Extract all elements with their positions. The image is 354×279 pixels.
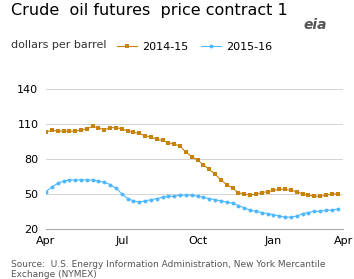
2015-16 <box>143 199 147 203</box>
Text: Crude  oil futures  price contract 1: Crude oil futures price contract 1 <box>11 3 287 18</box>
2015-16 <box>67 178 72 182</box>
2015-16 <box>330 208 334 212</box>
Text: Source:  U.S. Energy Information Administration, New York Mercantile
Exchange (N: Source: U.S. Energy Information Administ… <box>11 259 325 279</box>
2015-16 <box>283 215 287 219</box>
Text: dollars per barrel: dollars per barrel <box>11 40 106 50</box>
2015-16 <box>114 186 118 190</box>
2015-16 <box>44 190 48 193</box>
2014-15 <box>143 134 147 138</box>
2014-15 <box>330 192 334 196</box>
2014-15 <box>312 194 316 198</box>
2014-15 <box>137 132 142 135</box>
2014-15 <box>91 125 95 128</box>
2014-15 <box>114 126 118 129</box>
Line: 2014-15: 2014-15 <box>44 124 339 198</box>
2014-15 <box>242 192 246 196</box>
Legend: 2014-15, 2015-16: 2014-15, 2015-16 <box>118 42 272 52</box>
2015-16 <box>242 206 246 210</box>
2015-16 <box>336 207 340 211</box>
2014-15 <box>336 192 340 196</box>
Line: 2015-16: 2015-16 <box>44 178 339 219</box>
2015-16 <box>259 211 264 214</box>
2014-15 <box>259 191 264 194</box>
Text: eia: eia <box>303 18 327 32</box>
2014-15 <box>44 131 48 134</box>
2015-16 <box>137 200 142 204</box>
